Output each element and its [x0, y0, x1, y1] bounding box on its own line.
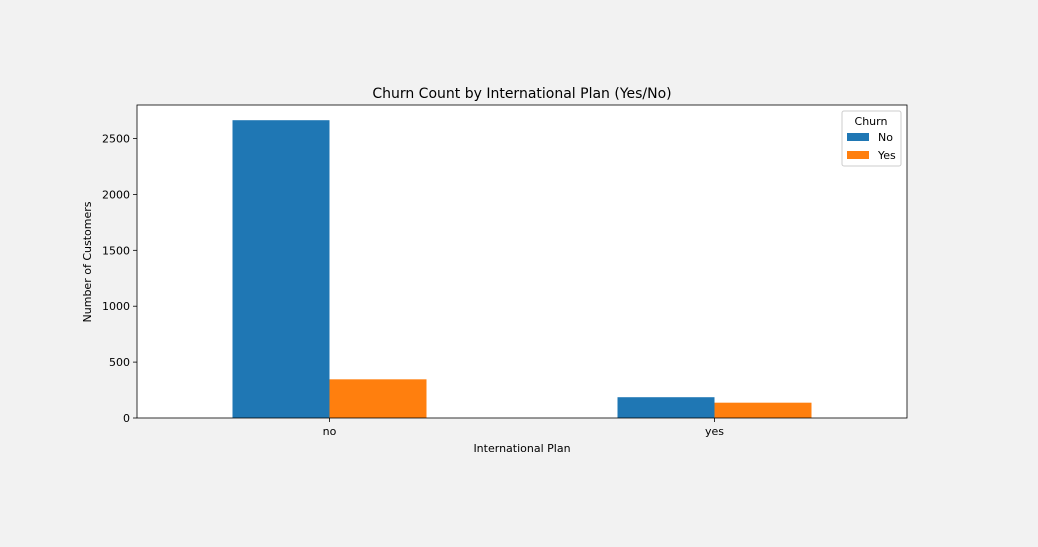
legend-label-yes: Yes — [877, 149, 896, 162]
y-tick-label: 500 — [109, 356, 130, 369]
y-axis: 0 500 1000 1500 2000 2500 — [102, 133, 137, 425]
bar-yes-yes — [714, 402, 812, 418]
legend-label-no: No — [878, 131, 893, 144]
x-tick-label-yes: yes — [705, 425, 724, 438]
bar-yes-no — [617, 397, 715, 418]
y-axis-label: Number of Customers — [81, 201, 94, 322]
bars-group — [232, 120, 812, 419]
x-axis-label: International Plan — [473, 442, 570, 455]
bar-no-yes — [329, 379, 427, 418]
bar-no-no — [232, 120, 330, 419]
plot-frame — [136, 104, 908, 419]
legend-swatch-yes — [847, 151, 869, 159]
y-tick-label: 2500 — [102, 133, 130, 146]
x-tick-label-no: no — [323, 425, 337, 438]
x-axis: no yes — [323, 418, 724, 438]
y-tick-label: 1000 — [102, 300, 130, 313]
legend-title: Churn — [855, 115, 888, 128]
y-tick-label: 2000 — [102, 188, 130, 201]
y-tick-label: 1500 — [102, 244, 130, 257]
legend-swatch-no — [847, 133, 869, 141]
chart-title: Churn Count by International Plan (Yes/N… — [372, 86, 671, 102]
legend: Churn No Yes — [841, 110, 902, 167]
y-tick-label: 0 — [123, 412, 130, 425]
